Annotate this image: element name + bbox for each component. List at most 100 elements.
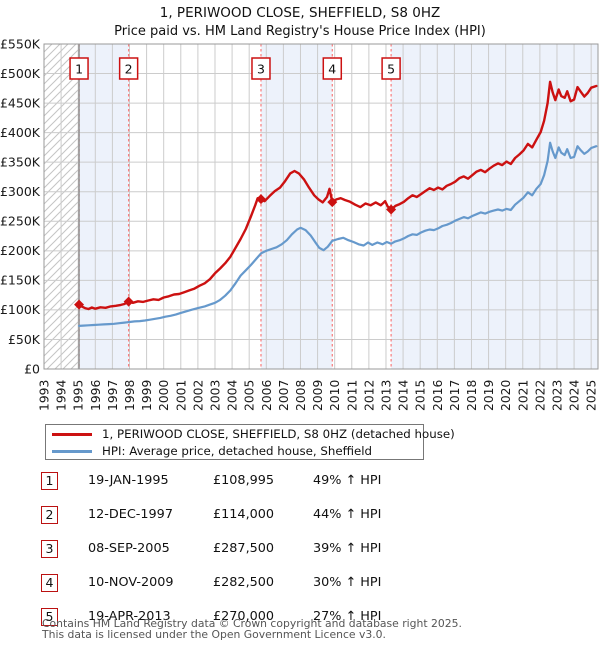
x-axis-tick-label: 2019	[482, 380, 496, 411]
hpi-line-swatch	[52, 450, 92, 453]
chart-root: 1 2 3 4 5 £0 £50K £100K £150K £200K £250K £300K £350…	[0, 36, 599, 411]
price-history-chart: 1 2 3 4 5 £0 £50K £100K £150K £200K £250K £300K £350…	[0, 36, 599, 411]
transaction-price: £270,000	[213, 609, 275, 624]
x-axis-tick-label: 2005	[243, 380, 257, 411]
sale-point-marker	[123, 296, 134, 307]
x-axis-tick-label: 2015	[414, 380, 428, 411]
y-axis-tick-label: £450K	[0, 95, 41, 110]
x-axis-tick-label: 2004	[226, 380, 240, 411]
x-axis-tick-label: 2011	[345, 380, 359, 411]
transaction-date: 12-DEC-1997	[88, 507, 173, 522]
transaction-hpi-delta: 30% ↑ HPI	[313, 575, 382, 590]
transaction-date: 19-APR-2013	[88, 609, 171, 624]
y-axis-tick-label: £500K	[0, 66, 41, 81]
transaction-price: £282,500	[213, 575, 275, 590]
row-number-badge: 5	[41, 608, 58, 626]
transaction-row: 5 19-APR-2013 £270,000 27% ↑ HPI	[41, 608, 491, 628]
transaction-price: £108,995	[213, 473, 275, 488]
x-axis-tick-label: 2020	[499, 380, 513, 411]
transaction-date: 10-NOV-2009	[88, 575, 174, 590]
x-axis-tick-label: 2018	[465, 380, 479, 411]
y-axis-tick-label: £0	[24, 361, 40, 376]
sale-point-marker	[327, 197, 338, 208]
sale-number-box	[322, 57, 343, 80]
x-axis-tick-label: 1999	[140, 380, 154, 411]
y-axis-tick-label: £50K	[8, 332, 41, 347]
x-axis-tick-label: 1997	[106, 380, 120, 411]
chart-legend: 1, PERIWOOD CLOSE, SHEFFIELD, S8 0HZ (de…	[45, 424, 455, 460]
plot-border	[43, 43, 599, 370]
x-axis-tick-label: 2009	[311, 380, 325, 411]
row-number-badge: 3	[41, 540, 58, 558]
x-axis-tick-label: 2006	[260, 380, 274, 411]
license-footer-line1: Contains HM Land Registry data © Crown c…	[42, 617, 462, 630]
x-axis-tick-label: 2007	[277, 380, 291, 411]
x-axis-tick-label: 2008	[294, 380, 308, 411]
transaction-date: 19-JAN-1995	[88, 473, 169, 488]
legend-label: 1, PERIWOOD CLOSE, SHEFFIELD, S8 0HZ (de…	[102, 427, 455, 441]
transaction-price: £287,500	[213, 541, 275, 556]
x-axis-tick-label: 2010	[328, 380, 342, 411]
sale-point-marker	[255, 194, 266, 205]
transaction-row: 1 19-JAN-1995 £108,995 49% ↑ HPI	[41, 472, 491, 492]
sale-number-label: 3	[257, 62, 265, 77]
x-axis-tick-label: 2003	[208, 380, 222, 411]
x-axis-tick-label: 2023	[550, 380, 564, 411]
transaction-table: 1 19-JAN-1995 £108,995 49% ↑ HPI 2 12-DE…	[41, 472, 491, 642]
transaction-hpi-delta: 27% ↑ HPI	[313, 609, 382, 624]
x-axis-tick-label: 2021	[516, 380, 530, 411]
y-axis-tick-label: £250K	[0, 214, 41, 229]
y-axis-tick-label: £100K	[0, 302, 41, 317]
y-axis-tick-label: £550K	[0, 36, 41, 51]
x-axis-tick-label: 2002	[191, 380, 205, 411]
x-axis-tick-label: 1993	[38, 380, 52, 411]
x-axis-tick-label: 2016	[431, 380, 445, 411]
x-axis-tick-label: 2024	[568, 380, 582, 411]
sale-number-box	[251, 57, 271, 80]
sale-number-box	[69, 57, 89, 80]
page-subtitle: Price paid vs. HM Land Registry's House …	[114, 24, 486, 39]
transaction-hpi-delta: 44% ↑ HPI	[313, 507, 382, 522]
legend-item-hpi: HPI: Average price, detached house, Shef…	[46, 442, 423, 459]
transaction-date: 08-SEP-2005	[88, 541, 170, 556]
sale-number-box	[381, 57, 401, 80]
sale-number-label: 5	[387, 62, 395, 77]
y-axis-tick-label: £150K	[0, 273, 41, 288]
y-axis-tick-label: £400K	[0, 125, 41, 140]
y-axis-tick-label: £200K	[0, 243, 41, 258]
x-axis-tick-label: 2025	[585, 380, 599, 411]
ownership-band	[79, 44, 129, 369]
x-axis-tick-label: 1994	[55, 380, 69, 411]
transaction-row: 2 12-DEC-1997 £114,000 44% ↑ HPI	[41, 506, 491, 526]
y-axis-tick-label: £350K	[0, 154, 41, 169]
hpi-line	[77, 141, 598, 327]
sale-point-marker	[74, 299, 85, 310]
legend-label: HPI: Average price, detached house, Shef…	[102, 444, 373, 458]
row-number-badge: 1	[41, 472, 58, 490]
transaction-price: £114,000	[213, 507, 275, 522]
transaction-row: 3 08-SEP-2005 £287,500 39% ↑ HPI	[41, 540, 491, 560]
transaction-hpi-delta: 39% ↑ HPI	[313, 541, 382, 556]
x-axis-tick-label: 2014	[397, 380, 411, 411]
row-number-badge: 4	[41, 574, 58, 592]
legend-item-property: 1, PERIWOOD CLOSE, SHEFFIELD, S8 0HZ (de…	[46, 425, 455, 442]
sale-number-label: 2	[125, 62, 133, 77]
y-axis-tick-label: £300K	[0, 184, 41, 199]
license-footer: Contains HM Land Registry data © Crown c…	[42, 618, 582, 640]
sale-number-label: 1	[75, 62, 83, 77]
x-axis-tick-label: 2000	[157, 380, 171, 411]
x-axis-tick-label: 1996	[89, 380, 103, 411]
sale-number-box	[118, 57, 139, 80]
transaction-hpi-delta: 49% ↑ HPI	[313, 473, 382, 488]
x-axis-tick-label: 2013	[379, 380, 393, 411]
license-footer-line2: This data is licensed under the Open Gov…	[42, 628, 386, 641]
x-axis-tick-label: 2022	[533, 380, 547, 411]
row-number-badge: 2	[41, 506, 58, 524]
sale-point-marker	[386, 204, 397, 215]
x-axis-tick-label: 2001	[174, 380, 188, 411]
x-axis-tick-label: 1995	[72, 380, 86, 411]
property-line-swatch	[52, 433, 92, 436]
x-axis-tick-label: 2017	[448, 380, 462, 411]
x-axis-tick-label: 1998	[123, 380, 137, 411]
